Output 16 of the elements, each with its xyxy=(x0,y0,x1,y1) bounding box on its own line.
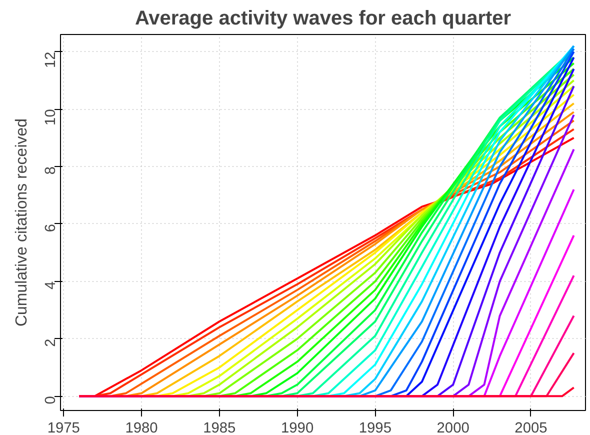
chart-title: Average activity waves for each quarter xyxy=(134,8,512,30)
x-tick-label: 1995 xyxy=(358,420,392,435)
y-tick-label: 6 xyxy=(43,224,59,232)
y-axis-title: Cumulative citations received xyxy=(14,118,30,327)
y-tick-label: 12 xyxy=(43,52,59,68)
y-tick-label: 0 xyxy=(43,396,59,404)
x-tick-label: 1975 xyxy=(47,420,80,435)
x-tick-label: 1990 xyxy=(280,420,314,435)
x-tick-label: 1985 xyxy=(203,420,236,435)
x-tick-label: 2000 xyxy=(436,420,470,435)
y-tick-label: 2 xyxy=(43,338,59,347)
y-tick-label: 8 xyxy=(43,166,59,175)
y-tick-label: 10 xyxy=(43,109,59,126)
y-tick-label: 4 xyxy=(43,281,59,290)
x-tick-label: 1980 xyxy=(125,420,158,435)
x-tick-label: 2005 xyxy=(514,420,548,435)
